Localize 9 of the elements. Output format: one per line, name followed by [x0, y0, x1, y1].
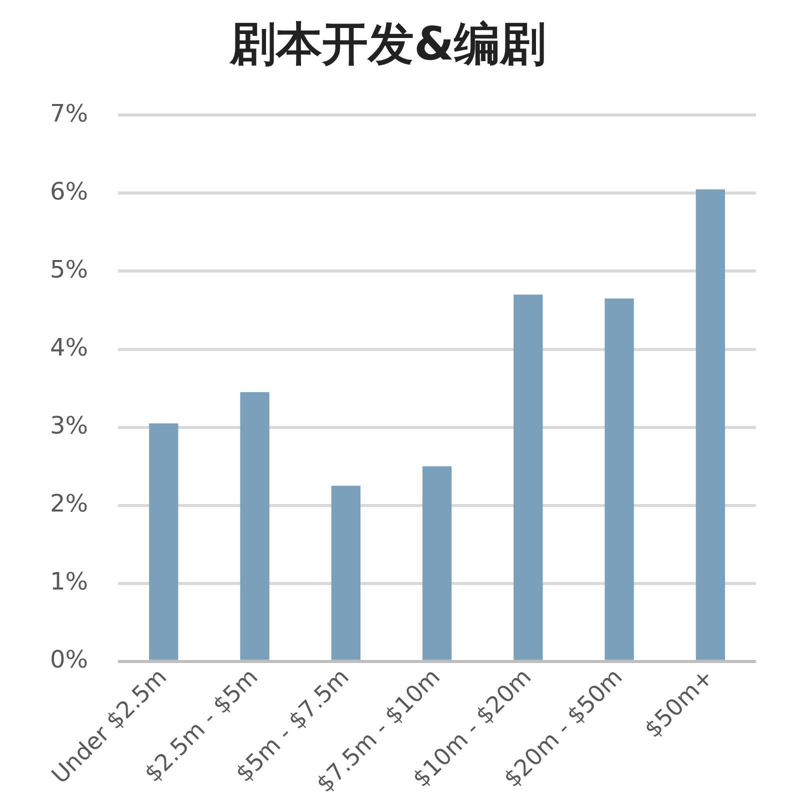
y-tick-label: 3% [50, 412, 88, 440]
y-tick-label: 0% [50, 646, 88, 674]
y-tick-label: 7% [50, 99, 88, 128]
chart-title: 剧本开发&编剧 [228, 16, 546, 71]
y-tick-label: 1% [50, 568, 88, 596]
y-tick-label: 6% [50, 177, 88, 206]
y-tick-label: 2% [50, 490, 88, 518]
y-tick-label: 5% [50, 255, 88, 284]
y-tick-label: 4% [50, 333, 88, 362]
